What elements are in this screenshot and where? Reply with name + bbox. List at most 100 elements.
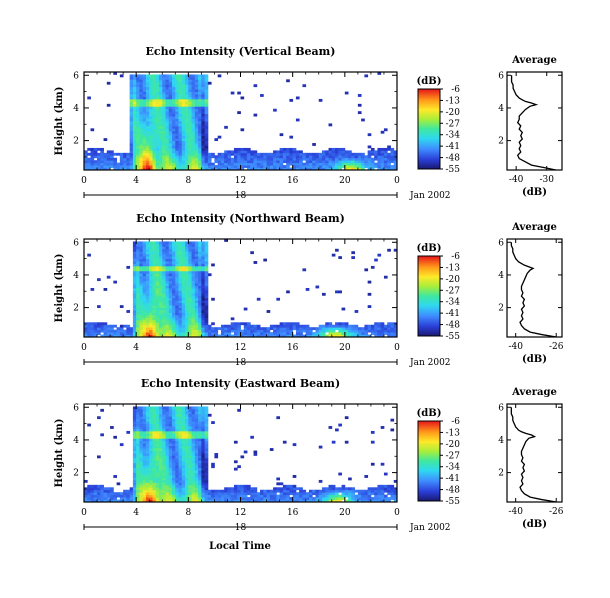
colorbar-tick-label: -41 — [446, 142, 461, 152]
colorbar-tick-label: -48 — [446, 154, 461, 164]
colorbar-tick-label: -13 — [446, 96, 461, 106]
average-y-tick-label: 2 — [498, 137, 504, 147]
colorbar-tick-label: -27 — [446, 286, 461, 296]
x-tick-label: 0 — [81, 176, 87, 186]
average-x-tick-label: -26 — [549, 342, 564, 352]
average-frame — [506, 403, 563, 503]
day-label: 18 — [235, 191, 247, 201]
colorbar-tick-label: -48 — [446, 486, 461, 496]
average-title: Average — [511, 55, 557, 66]
y-tick-label: 4 — [73, 436, 79, 446]
colorbar-tick-label: -13 — [446, 263, 461, 273]
x-tick-label: 0 — [81, 343, 87, 353]
average-profile-line — [510, 75, 557, 171]
day-label: 18 — [235, 358, 247, 368]
average-x-label: (dB) — [522, 354, 547, 365]
average-y-tick-label: 4 — [498, 436, 504, 446]
heatmap — [84, 72, 398, 171]
average-y-tick-label: 6 — [498, 238, 504, 248]
colorbar-tick-label: -41 — [446, 309, 461, 319]
x-tick-label: 8 — [185, 508, 191, 518]
colorbar-unit: (dB) — [417, 408, 442, 419]
y-tick-label: 2 — [73, 469, 79, 479]
average-y-tick-label: 4 — [498, 271, 504, 281]
average-frame — [506, 71, 563, 171]
colorbar-tick-label: -6 — [451, 85, 460, 95]
average-y-tick-label: 4 — [498, 104, 504, 114]
colorbar-tick-label: -13 — [446, 428, 461, 438]
x-tick-label: 0 — [81, 508, 87, 518]
x-tick-label: 8 — [185, 343, 191, 353]
colorbar-tick-label: -20 — [446, 108, 461, 118]
panel-1: Echo Intensity (Vertical Beam) Height (km… — [54, 45, 563, 201]
average-x-label: (dB) — [522, 187, 547, 198]
date-label: Jan 2002 — [409, 523, 451, 533]
colorbar-tick-label: -55 — [446, 332, 461, 342]
colorbar-tick-label: -48 — [446, 321, 461, 331]
x-tick-label: 12 — [235, 343, 246, 353]
date-label: Jan 2002 — [409, 358, 451, 368]
average-y-tick-label: 6 — [498, 71, 504, 81]
x-tick-label: 20 — [339, 508, 351, 518]
x-tick-label: 20 — [339, 343, 351, 353]
x-tick-label: 16 — [287, 176, 299, 186]
colorbar-tick-label: -27 — [446, 451, 461, 461]
colorbar — [417, 88, 441, 170]
y-tick-label: 4 — [73, 271, 79, 281]
y-axis-label: Height (km) — [54, 87, 65, 156]
average-x-label: (dB) — [522, 519, 547, 530]
y-axis-label: Height (km) — [54, 254, 65, 323]
average-profile-line — [510, 407, 557, 503]
y-axis-label: Height (km) — [54, 419, 65, 488]
heatmap — [84, 239, 398, 338]
colorbar-tick-label: -55 — [446, 497, 461, 507]
average-y-tick-label: 6 — [498, 403, 504, 413]
y-tick-label: 6 — [73, 238, 79, 248]
colorbar-tick-label: -41 — [446, 474, 461, 484]
y-tick-label: 6 — [73, 403, 79, 413]
colorbar-tick-label: -34 — [446, 463, 461, 473]
panel-title: Echo Intensity (Northward Beam) — [136, 212, 345, 225]
x-tick-label: 4 — [133, 343, 139, 353]
average-x-tick-label: -40 — [509, 175, 524, 185]
colorbar-unit: (dB) — [417, 76, 442, 87]
day-label: 18 — [235, 523, 247, 533]
average-y-tick-label: 2 — [498, 469, 504, 479]
average-x-tick-label: -40 — [508, 342, 523, 352]
x-tick-label: 0 — [394, 508, 400, 518]
colorbar-unit: (dB) — [417, 243, 442, 254]
colorbar-tick-label: -34 — [446, 298, 461, 308]
panel-title: Echo Intensity (Eastward Beam) — [141, 377, 340, 390]
x-tick-label: 0 — [394, 176, 400, 186]
x-tick-label: 16 — [287, 508, 299, 518]
average-profile-line — [510, 242, 557, 338]
x-tick-label: 8 — [185, 176, 191, 186]
average-x-tick-label: -26 — [549, 507, 564, 517]
panel-2: Echo Intensity (Northward Beam) Height (k… — [54, 212, 564, 368]
average-y-tick-label: 2 — [498, 304, 504, 314]
colorbar-tick-label: -6 — [451, 417, 460, 427]
x-tick-label: 0 — [394, 343, 400, 353]
date-label: Jan 2002 — [409, 191, 451, 201]
x-tick-label: 16 — [287, 343, 299, 353]
panel-3: Echo Intensity (Eastward Beam) Height (km… — [54, 377, 564, 533]
average-x-tick-label: -40 — [508, 507, 523, 517]
local-time-label: Local Time — [209, 541, 271, 552]
x-tick-label: 4 — [133, 508, 139, 518]
x-tick-label: 12 — [235, 176, 246, 186]
average-title: Average — [511, 387, 557, 398]
colorbar-tick-label: -6 — [451, 252, 460, 262]
heatmap — [84, 406, 398, 503]
y-tick-label: 2 — [73, 304, 79, 314]
panel-title: Echo Intensity (Vertical Beam) — [145, 45, 335, 58]
average-frame — [506, 238, 563, 338]
x-tick-label: 20 — [339, 176, 351, 186]
y-tick-label: 4 — [73, 104, 79, 114]
colorbar-tick-label: -20 — [446, 275, 461, 285]
colorbar-tick-label: -20 — [446, 440, 461, 450]
y-tick-label: 6 — [73, 71, 79, 81]
colorbar — [417, 255, 441, 337]
colorbar-tick-label: -34 — [446, 131, 461, 141]
average-title: Average — [511, 222, 557, 233]
